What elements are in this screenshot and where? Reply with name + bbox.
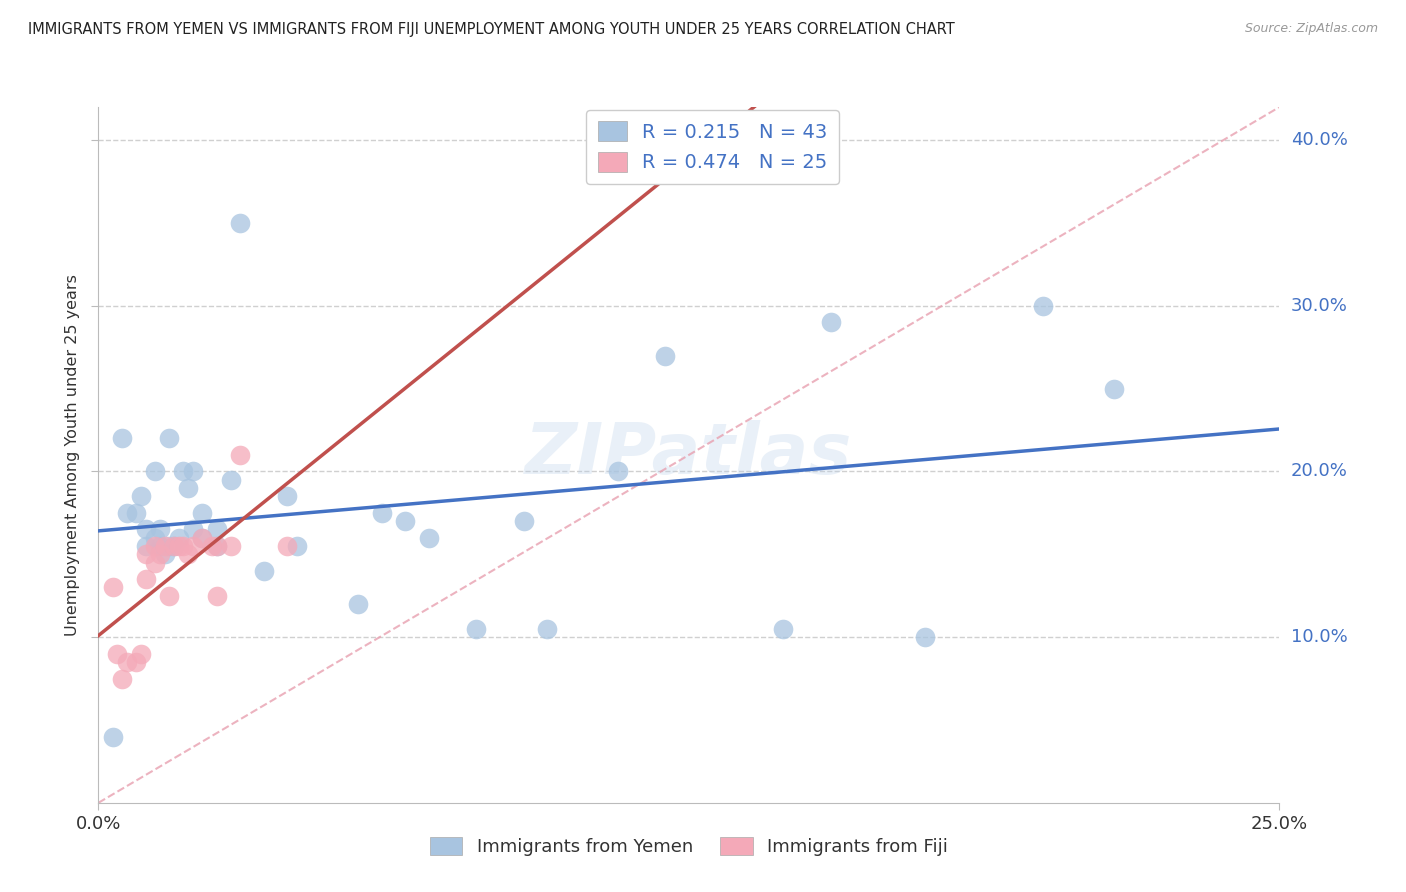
Point [167,531,190,545]
Point [181,523,204,537]
Point [149,523,172,537]
Text: 20.0%: 20.0% [1291,462,1347,481]
Text: 10.0%: 10.0% [1291,628,1347,646]
Point [149,547,172,561]
Point [125,506,148,520]
Point [229,448,252,462]
Point [101,581,124,595]
Point [772,622,794,636]
Point [163,539,186,553]
Point [1102,382,1125,396]
Point [172,465,194,479]
Point [654,349,676,363]
Point [157,539,180,553]
Point [820,315,842,329]
Point [371,506,394,520]
Point [115,506,138,520]
Point [163,539,186,553]
Y-axis label: Unemployment Among Youth under 25 years: Unemployment Among Youth under 25 years [65,274,80,636]
Point [1032,299,1054,313]
Text: 30.0%: 30.0% [1291,297,1347,315]
Point [177,547,200,561]
Point [111,431,134,445]
Point [135,547,157,561]
Point [285,539,308,553]
Text: 40.0%: 40.0% [1291,131,1347,149]
Point [205,523,228,537]
Point [347,597,370,611]
Point [111,672,134,686]
Point [394,514,416,528]
Text: Source: ZipAtlas.com: Source: ZipAtlas.com [1244,22,1378,36]
Point [177,481,200,495]
Point [276,539,298,553]
Point [914,630,936,644]
Point [181,539,204,553]
Text: IMMIGRANTS FROM YEMEN VS IMMIGRANTS FROM FIJI UNEMPLOYMENT AMONG YOUTH UNDER 25 : IMMIGRANTS FROM YEMEN VS IMMIGRANTS FROM… [28,22,955,37]
Point [143,465,166,479]
Point [172,539,194,553]
Point [191,531,214,545]
Point [191,506,214,520]
Point [205,539,228,553]
Point [101,730,124,744]
Point [125,655,148,669]
Point [105,647,128,661]
Point [205,589,228,603]
Point [276,489,298,503]
Point [153,547,176,561]
Point [253,564,276,578]
Point [129,489,152,503]
Point [219,539,242,553]
Point [157,431,180,445]
Text: ZIPatlas: ZIPatlas [526,420,852,490]
Point [219,473,242,487]
Point [191,531,214,545]
Point [418,531,440,545]
Point [512,514,534,528]
Legend: Immigrants from Yemen, Immigrants from Fiji: Immigrants from Yemen, Immigrants from F… [423,830,955,863]
Point [153,539,176,553]
Point [181,465,204,479]
Point [167,539,190,553]
Point [115,655,138,669]
Point [607,465,630,479]
Point [135,523,157,537]
Point [465,622,488,636]
Point [149,539,172,553]
Point [536,622,558,636]
Point [135,539,157,553]
Point [129,647,152,661]
Point [205,539,228,553]
Point [143,539,166,553]
Point [135,572,157,586]
Point [229,216,252,230]
Point [201,539,224,553]
Point [143,531,166,545]
Point [157,589,180,603]
Point [143,556,166,570]
